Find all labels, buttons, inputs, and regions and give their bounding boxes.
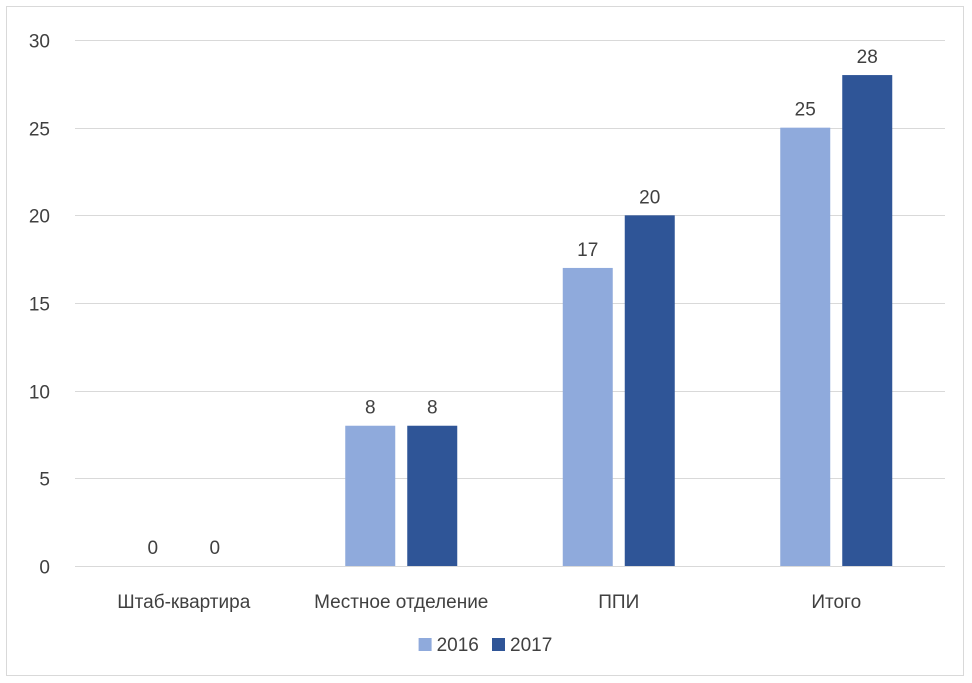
- legend-swatch-2017: [492, 638, 505, 651]
- data-label: 8: [427, 398, 438, 419]
- data-label: 8: [365, 398, 376, 419]
- data-label: 0: [209, 538, 220, 559]
- category-label: Итого: [811, 592, 861, 613]
- y-tick-label: 25: [29, 120, 50, 141]
- y-tick-label: 30: [29, 32, 50, 53]
- legend-label-2016: 2016: [437, 635, 479, 656]
- data-label: 17: [577, 240, 598, 261]
- bar-2016-2: [345, 425, 396, 566]
- bar-2016-4: [780, 127, 831, 567]
- data-label: 25: [795, 100, 816, 121]
- bar-2016-3: [562, 267, 613, 566]
- category-label: Штаб-квартира: [117, 592, 250, 613]
- category-label: Местное отделение: [314, 592, 488, 613]
- category-label: ППИ: [598, 592, 639, 613]
- bar-2017-4: [842, 75, 893, 567]
- bar-2017-3: [624, 215, 675, 567]
- y-tick-label: 15: [29, 295, 50, 316]
- legend-label-2017: 2017: [510, 635, 552, 656]
- data-label: 0: [147, 538, 158, 559]
- y-tick-label: 20: [29, 207, 50, 228]
- y-tick-label: 10: [29, 383, 50, 404]
- y-tick-label: 0: [39, 558, 50, 579]
- bar-2017-2: [407, 425, 458, 566]
- data-label: 28: [857, 47, 878, 68]
- y-tick-label: 5: [39, 470, 50, 491]
- data-label: 20: [639, 187, 660, 208]
- legend-swatch-2016: [418, 638, 432, 651]
